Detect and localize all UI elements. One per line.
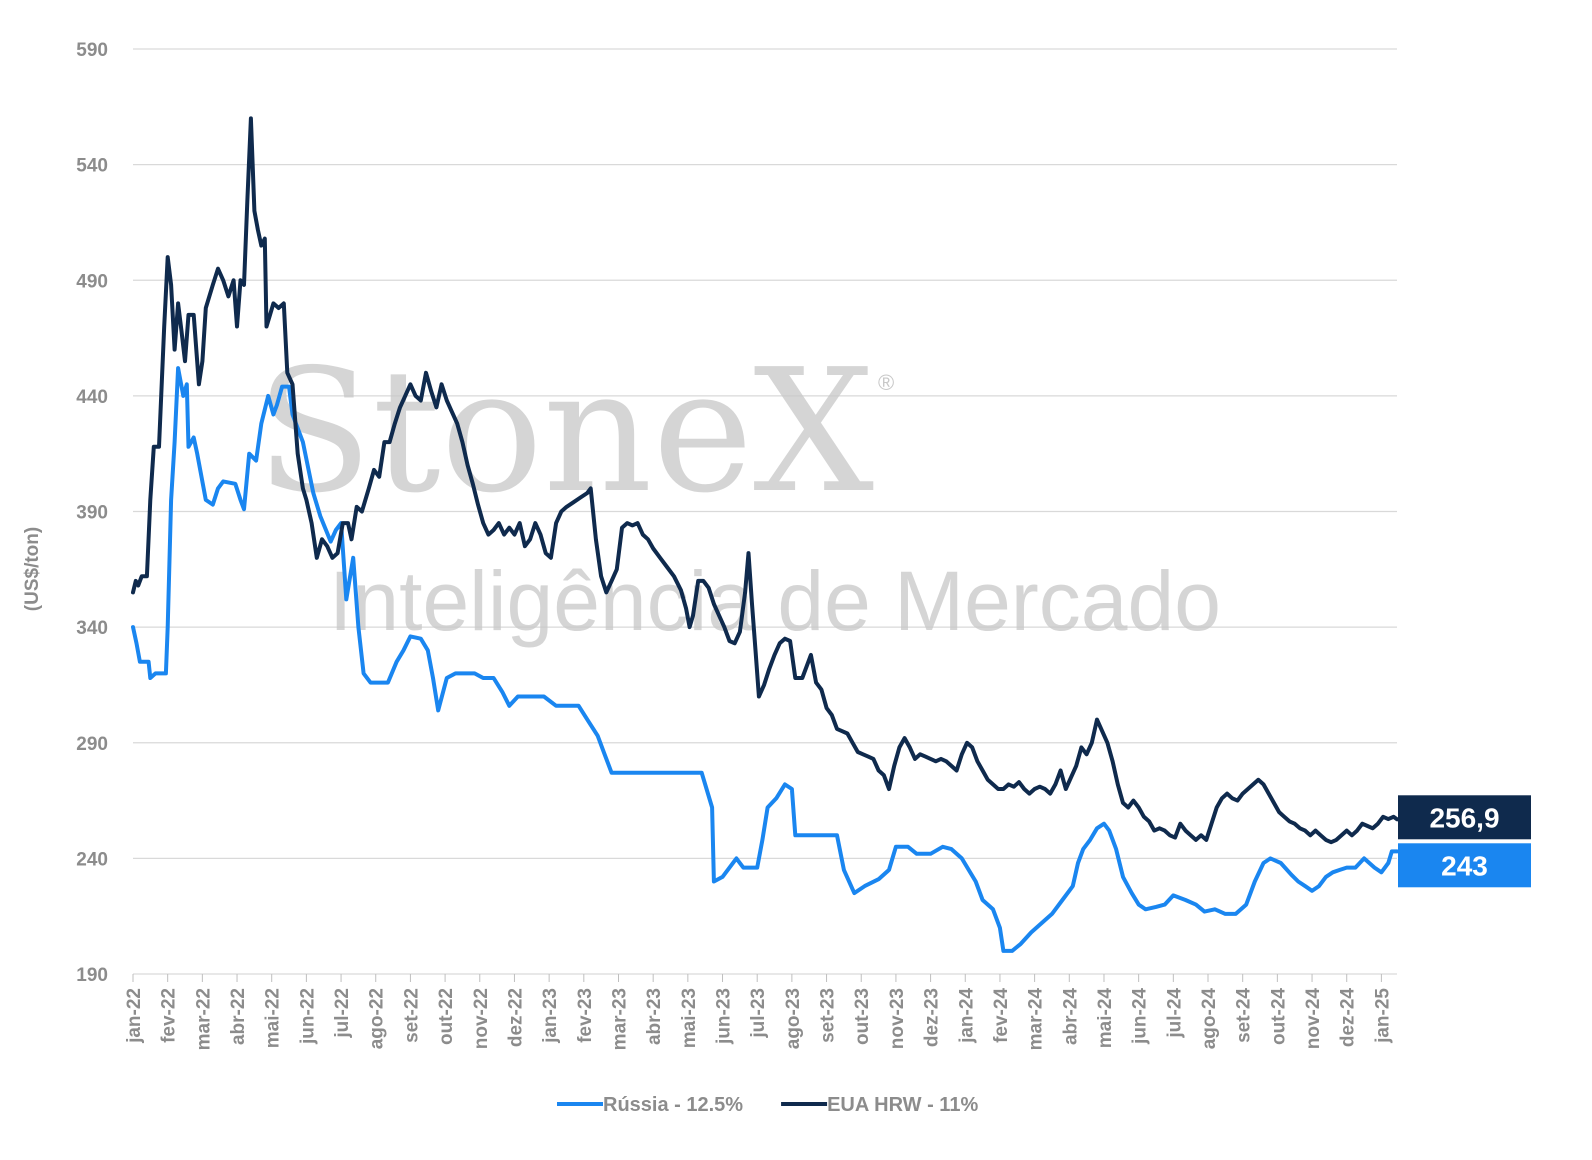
x-tick-label: abr-22: [228, 988, 249, 1045]
x-tick-label: jun-24: [1130, 988, 1151, 1045]
legend-label-1: EUA HRW - 11%: [827, 1094, 978, 1116]
y-tick-label: 290: [76, 734, 108, 755]
x-tick-label: dez-23: [922, 988, 943, 1047]
watermark: StoneX ® Inteligência de Mercado: [256, 333, 1221, 648]
x-tick-label: mai-22: [263, 988, 284, 1048]
x-tick-label: ago-24: [1199, 988, 1220, 1050]
x-tick-label: set-23: [818, 988, 839, 1043]
y-tick-label: 590: [76, 40, 108, 61]
x-tick-label: set-24: [1234, 988, 1255, 1043]
x-tick-label: jan-24: [956, 988, 977, 1044]
x-tick-label: jul-23: [748, 988, 769, 1039]
watermark-registered-mark: ®: [878, 370, 894, 395]
x-tick-label: jul-22: [332, 988, 353, 1039]
x-tick-label: mar-24: [1026, 988, 1047, 1051]
y-tick-label: 340: [76, 618, 108, 639]
y-tick-label: 440: [76, 387, 108, 408]
y-tick-label: 190: [76, 965, 108, 986]
end-label-box-1: [1398, 795, 1531, 840]
x-tick-label: dez-24: [1338, 988, 1359, 1048]
y-tick-label: 490: [76, 271, 108, 292]
x-tick-label: out-22: [436, 988, 457, 1045]
x-tick-label: mar-23: [609, 988, 630, 1050]
legend: Rússia - 12.5% EUA HRW - 11%: [557, 1094, 978, 1116]
x-tick-label: abr-24: [1060, 988, 1081, 1045]
watermark-brand: StoneX: [256, 333, 874, 531]
y-tick-label: 240: [76, 849, 108, 870]
end-label-1: 256,9: [1429, 802, 1499, 833]
end-label-0: 243: [1441, 850, 1488, 881]
watermark-tagline: Inteligência de Mercado: [329, 554, 1221, 648]
x-tick-label: jul-24: [1164, 988, 1185, 1039]
end-label-box-0: [1398, 843, 1531, 888]
x-tick-label: set-22: [401, 988, 422, 1043]
y-axis: 190 240 290 340 390 440 490 540 590: [76, 40, 108, 986]
x-tick-label: jan-22: [124, 988, 145, 1044]
x-tick-label: nov-23: [887, 988, 908, 1049]
x-tick-label: mai-24: [1095, 988, 1116, 1049]
series-line-1: [131, 116, 1399, 845]
x-tick-label: ago-22: [367, 988, 388, 1049]
legend-label-0: Rússia - 12.5%: [603, 1094, 743, 1116]
x-tick-label: nov-22: [471, 988, 492, 1049]
x-tick-label: out-23: [852, 988, 873, 1045]
x-tick-label: out-24: [1268, 988, 1289, 1045]
x-tick-label: nov-24: [1303, 988, 1324, 1050]
x-tick-label: mar-22: [193, 988, 214, 1050]
series-line-0: [131, 366, 1399, 953]
x-tick-label: jun-23: [714, 988, 735, 1045]
x-tick-label: fev-22: [159, 988, 180, 1043]
y-axis-title: (US$/ton): [22, 527, 43, 611]
end-labels: 256,9 243: [1398, 795, 1531, 888]
x-tick-label: abr-23: [644, 988, 665, 1045]
x-tick-label: jan-25: [1372, 988, 1393, 1044]
x-tick-label: jan-23: [540, 988, 561, 1044]
x-tick-label: mai-23: [679, 988, 700, 1048]
series-lines: [131, 116, 1399, 953]
y-tick-label: 540: [76, 156, 108, 177]
y-tick-label: 390: [76, 503, 108, 524]
x-tick-label: dez-22: [505, 988, 526, 1047]
grid: [133, 48, 1397, 975]
x-axis: jan-22 fev-22 mar-22 abr-22 mai-22 jun-22 jul-…: [124, 974, 1393, 1050]
x-tick-label: ago-23: [783, 988, 804, 1049]
x-tick-label: fev-23: [575, 988, 596, 1043]
x-tick-label: fev-24: [991, 988, 1012, 1043]
x-tick-label: jun-22: [297, 988, 318, 1045]
